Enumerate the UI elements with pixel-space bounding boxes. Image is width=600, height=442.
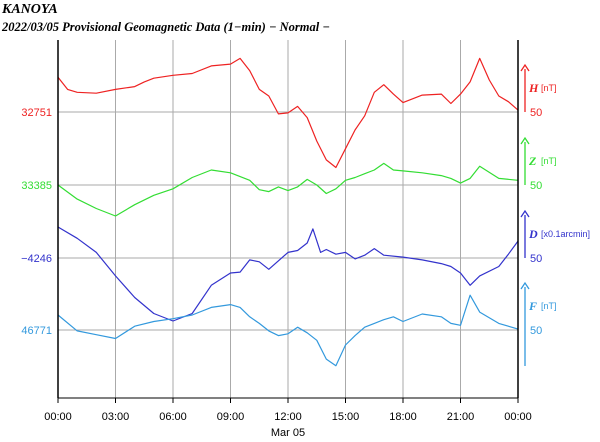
series-line-h (57, 57, 519, 169)
chart-subtitle: 2022/03/05 Provisional Geomagnetic Data … (1, 20, 330, 34)
scale-arrow-z (520, 136, 530, 145)
x-tick-label: 09:00 (217, 411, 245, 423)
baseline-labels: 32751 33385 −4246 46771 (21, 107, 52, 337)
baseline-label-d: −4246 (21, 253, 52, 265)
x-tick-label: 12:00 (274, 411, 302, 423)
x-axis-ticks: 00:00 03:00 06:00 09:00 12:00 15:00 18:00 21:00… (44, 398, 532, 423)
chart-title: KANOYA (1, 2, 58, 17)
unit-label-d: [x0.1arcmin] (541, 229, 590, 239)
unit-label-h: [nT] (541, 83, 557, 93)
x-tick-label: 06:00 (159, 411, 187, 423)
x-date-label: Mar 05 (271, 427, 305, 439)
x-tick-label: 15:00 (332, 411, 360, 423)
x-tick-label: 00:00 (44, 411, 72, 423)
series-line-f (57, 294, 519, 367)
x-tick-label: 00:00 (504, 411, 532, 423)
component-label-f: F (528, 299, 537, 313)
x-tick-label: 21:00 (447, 411, 475, 423)
scale-bars: H [nT]50Z [nT]50D [x0.1arcmin]50F [nT]50 (520, 63, 590, 366)
x-tick-label: 03:00 (102, 411, 130, 423)
scale-label-f: 50 (530, 325, 542, 337)
component-label-h: H (528, 81, 539, 95)
grid-lines (58, 40, 518, 398)
series-lines (57, 57, 519, 367)
scale-arrow-f (520, 281, 530, 290)
scale-label-d: 50 (530, 253, 542, 265)
series-line-z (57, 162, 519, 217)
scale-label-z: 50 (530, 180, 542, 192)
x-tick-label: 18:00 (389, 411, 417, 423)
unit-label-z: [nT] (541, 156, 557, 166)
unit-label-f: [nT] (541, 301, 557, 311)
component-label-z: Z (528, 154, 537, 168)
baseline-label-h: 32751 (21, 107, 52, 119)
baseline-label-z: 33385 (21, 180, 52, 192)
baseline-label-f: 46771 (21, 325, 52, 337)
scale-arrow-d (520, 209, 530, 218)
component-label-d: D (528, 227, 538, 241)
scale-label-h: 50 (530, 107, 542, 119)
scale-arrow-h (520, 63, 530, 72)
